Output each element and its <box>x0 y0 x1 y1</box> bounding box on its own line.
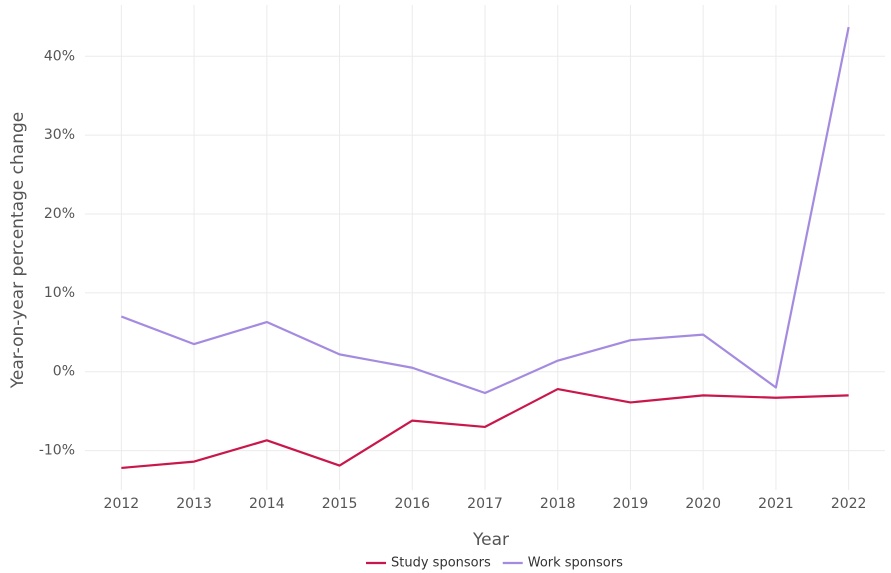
x-tick-label: 2018 <box>540 496 576 512</box>
x-axis-title: Year <box>472 530 509 550</box>
y-tick-label: 10% <box>44 285 75 301</box>
y-tick-label: 0% <box>53 364 75 380</box>
legend-label: Work sponsors <box>528 556 623 571</box>
x-tick-label: 2022 <box>831 496 867 512</box>
y-axis-title: Year-on-year percentage change <box>8 112 28 389</box>
legend-label: Study sponsors <box>391 556 491 571</box>
x-tick-label: 2021 <box>758 496 794 512</box>
x-tick-label: 2013 <box>176 496 212 512</box>
x-tick-label: 2012 <box>104 496 140 512</box>
y-tick-label: 30% <box>44 127 75 143</box>
y-tick-label: 40% <box>44 48 75 64</box>
x-tick-label: 2015 <box>322 496 358 512</box>
y-tick-label: -10% <box>39 443 75 459</box>
x-tick-label: 2014 <box>249 496 285 512</box>
line <box>121 387 849 470</box>
x-tick-label: 2016 <box>394 496 430 512</box>
x-tick-label: 2019 <box>613 496 649 512</box>
line <box>120 26 850 395</box>
y-tick-label: 20% <box>44 206 75 222</box>
x-tick-label: 2020 <box>685 496 721 512</box>
x-tick-label: 2017 <box>467 496 503 512</box>
